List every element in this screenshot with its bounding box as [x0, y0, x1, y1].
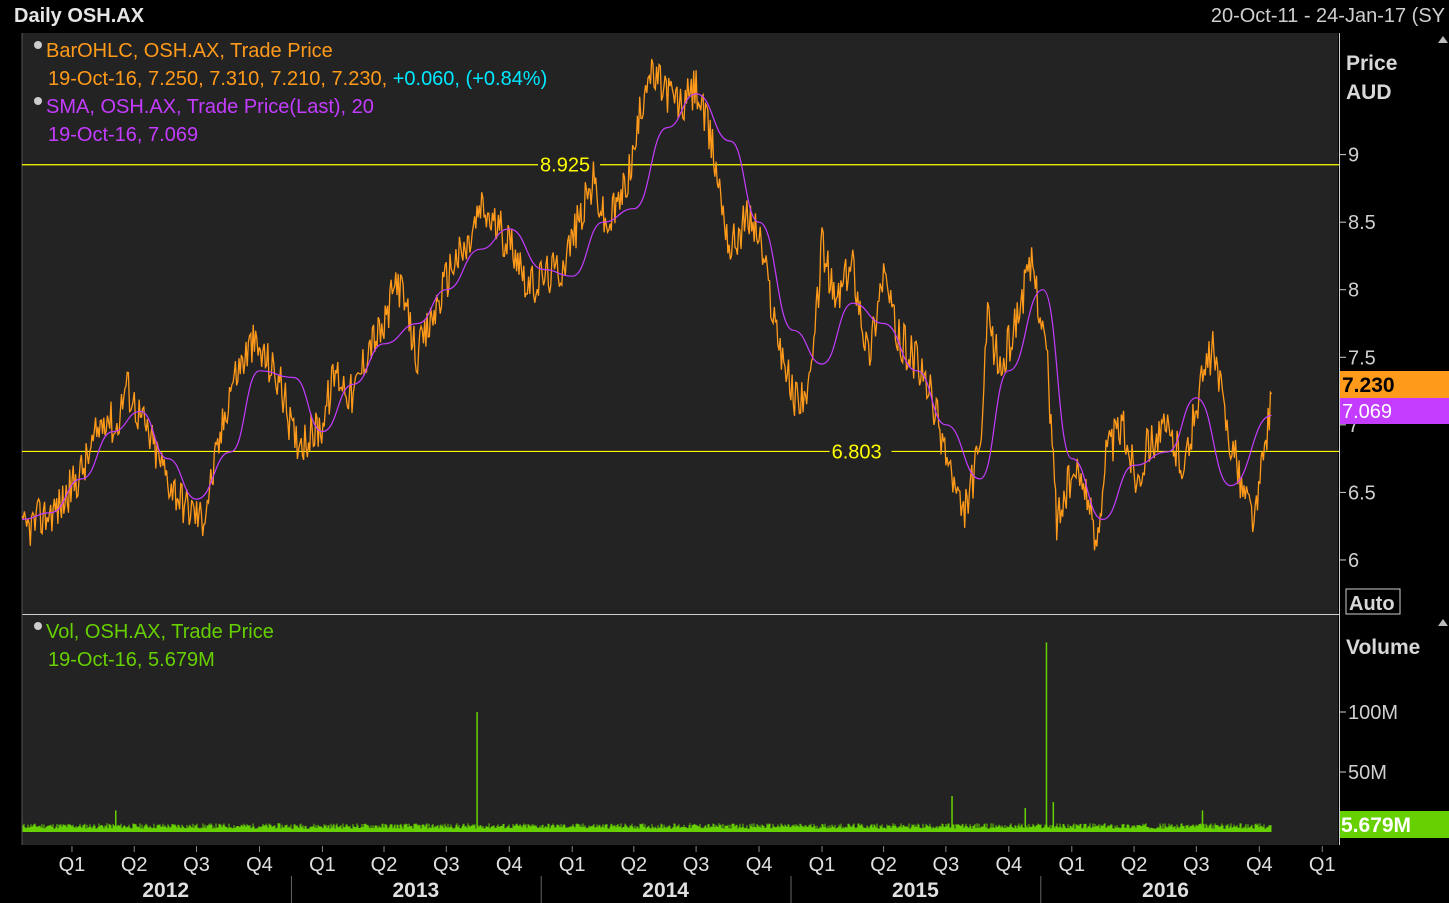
- quarter-label: Q4: [746, 854, 773, 876]
- price-tick-label: 9: [1348, 145, 1359, 167]
- sma-series-group: [21, 93, 1272, 521]
- price-axis-background[interactable]: [1339, 33, 1449, 614]
- sma-legend-title: SMA, OSH.AX, Trade Price(Last), 20: [46, 96, 374, 118]
- volume-panel[interactable]: [22, 615, 1338, 845]
- ohlc-legend-row: BarOHLC, OSH.AX, Trade Price: [34, 37, 547, 65]
- horizontal-line-label-bg: [829, 439, 892, 464]
- quarter-label: Q2: [870, 854, 897, 876]
- last-sma-tag-text: 7.069: [1342, 401, 1392, 423]
- volume-baseline-bars: [22, 823, 1272, 832]
- price-tick-label: 7: [1348, 415, 1359, 437]
- quarter-label: Q1: [309, 854, 336, 876]
- quarter-label: Q2: [371, 854, 398, 876]
- price-axis-ticks: 6 6.5 7 7.5 8 8.5 9: [1339, 145, 1376, 572]
- year-label: 2012: [142, 879, 189, 902]
- price-series-group: [21, 58, 1273, 551]
- year-label: 2014: [642, 879, 689, 902]
- price-unit-label: Price: [1346, 52, 1397, 75]
- quarter-label: Q3: [933, 854, 960, 876]
- horizontal-line-label: 8.925: [540, 155, 590, 177]
- price-tick-label: 6: [1348, 550, 1359, 572]
- quarter-label: Q1: [59, 854, 86, 876]
- last-price-tag-bg: [1340, 371, 1449, 398]
- ohlc-values-row: 19-Oct-16, 7.250, 7.310, 7.210, 7.230, +…: [34, 65, 547, 93]
- year-label: 2013: [392, 879, 439, 902]
- volume-tick-label: 100M: [1348, 702, 1398, 724]
- quarter-label: Q4: [496, 854, 523, 876]
- quarter-label: Q4: [1246, 854, 1273, 876]
- quarter-label: Q2: [620, 854, 647, 876]
- quarter-label: Q3: [183, 854, 210, 876]
- quarter-label: Q1: [1309, 854, 1336, 876]
- last-price-tag-text: 7.230: [1342, 374, 1395, 397]
- last-sma-tag: 7.069: [1340, 398, 1449, 424]
- price-tick-label: 6.5: [1348, 482, 1376, 504]
- legend-handle-icon[interactable]: [34, 41, 42, 49]
- last-price-tag: 7.230: [1340, 371, 1449, 398]
- chart-title: Daily OSH.AX: [14, 5, 145, 27]
- volume-values: 19-Oct-16, 5.679M: [48, 649, 215, 671]
- quarter-label: Q1: [809, 854, 836, 876]
- ohlc-values: 19-Oct-16, 7.250, 7.310, 7.210, 7.230,: [48, 68, 388, 90]
- legend-handle-icon[interactable]: [34, 622, 42, 630]
- quarter-label: Q2: [1121, 854, 1148, 876]
- last-volume-tag: 5.679M: [1340, 811, 1449, 838]
- sma-values-row: 19-Oct-16, 7.069: [34, 121, 547, 149]
- volume-unit-label: Volume: [1346, 636, 1420, 659]
- last-volume-tag-text: 5.679M: [1341, 814, 1411, 837]
- price-scroll-up-icon[interactable]: [1438, 36, 1448, 43]
- ohlc-change: +0.060, (+0.84%): [392, 68, 548, 90]
- ohlc-legend-title: BarOHLC, OSH.AX, Trade Price: [46, 40, 333, 62]
- auto-button[interactable]: Auto: [1345, 588, 1401, 615]
- quarter-label: Q1: [559, 854, 586, 876]
- auto-button-frame[interactable]: [1345, 588, 1401, 615]
- date-range: 20-Oct-11 - 24-Jan-17 (SY: [1210, 5, 1445, 27]
- title-bar: Daily OSH.AX 20-Oct-11 - 24-Jan-17 (SY: [0, 0, 1449, 32]
- quarter-label: Q3: [433, 854, 460, 876]
- price-tick-label: 8: [1348, 280, 1359, 302]
- volume-scroll-up-icon[interactable]: [1438, 619, 1448, 626]
- volume-legend-title: Vol, OSH.AX, Trade Price: [46, 621, 274, 643]
- price-series-line: [21, 58, 1273, 551]
- sma-series-line: [21, 93, 1272, 521]
- quarter-label: Q2: [121, 854, 148, 876]
- last-volume-tag-bg: [1340, 811, 1449, 838]
- price-tick-label: 8.5: [1348, 212, 1376, 234]
- price-currency-label: AUD: [1346, 81, 1392, 104]
- quarter-label: Q4: [246, 854, 273, 876]
- quarter-label: Q1: [1058, 854, 1085, 876]
- last-sma-tag-bg: [1340, 398, 1449, 424]
- horizontal-lines: 8.925 6.803: [22, 152, 1339, 464]
- price-panel[interactable]: [22, 33, 1338, 614]
- quarter-label: Q3: [683, 854, 710, 876]
- x-axis: Q1 Q2 Q3 Q4 Q1 Q2 Q3 Q4 Q1 Q2 Q3 Q4 Q1 Q2 Q3 Q4 Q1 Q2 Q3 Q4…: [59, 846, 1336, 903]
- sma-values: 19-Oct-16, 7.069: [48, 124, 199, 146]
- quarter-label: Q4: [995, 854, 1022, 876]
- volume-axis-background[interactable]: [1339, 615, 1449, 845]
- price-legend[interactable]: BarOHLC, OSH.AX, Trade Price 19-Oct-16, …: [34, 37, 547, 149]
- horizontal-line-label-bg: [538, 152, 601, 177]
- volume-tick-label: 50M: [1348, 762, 1387, 784]
- volume-bars: [22, 642, 1272, 832]
- sma-legend-row: SMA, OSH.AX, Trade Price(Last), 20: [34, 93, 547, 121]
- volume-axis-ticks: 50M 100M: [1339, 702, 1398, 784]
- price-tick-label: 7.5: [1348, 347, 1376, 369]
- quarter-label: Q3: [1183, 854, 1210, 876]
- volume-legend[interactable]: Vol, OSH.AX, Trade Price 19-Oct-16, 5.67…: [34, 618, 274, 674]
- volume-legend-row: Vol, OSH.AX, Trade Price: [34, 618, 274, 646]
- year-label: 2015: [892, 879, 939, 902]
- legend-handle-icon[interactable]: [34, 97, 42, 105]
- volume-values-row: 19-Oct-16, 5.679M: [34, 646, 274, 674]
- auto-button-label[interactable]: Auto: [1349, 593, 1395, 615]
- year-label: 2016: [1142, 879, 1189, 902]
- horizontal-line-label: 6.803: [832, 441, 882, 463]
